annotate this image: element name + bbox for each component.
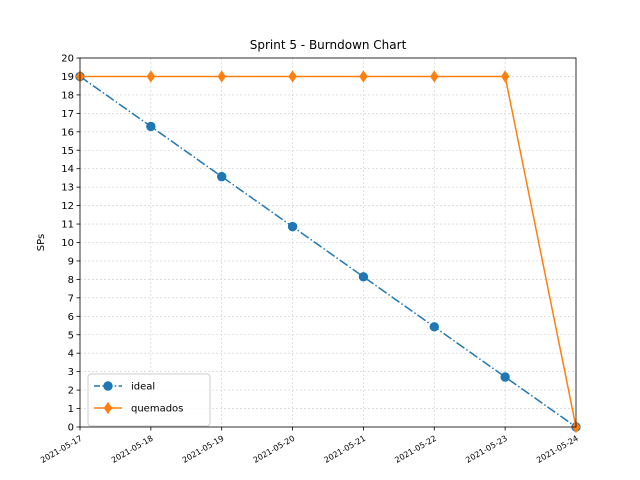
y-tick-label: 0	[68, 423, 74, 434]
data-point-ideal	[146, 121, 156, 132]
y-tick-label: 3	[68, 367, 74, 378]
y-tick-label: 9	[68, 256, 74, 267]
legend-box	[87, 373, 211, 427]
y-tick-label: 7	[68, 293, 74, 304]
y-tick-label: 5	[68, 330, 74, 341]
series-line-quemados	[80, 75, 577, 428]
y-tick-label: 10	[61, 238, 74, 249]
y-tick-label: 6	[68, 312, 74, 323]
y-axis-label: SPs	[36, 234, 47, 251]
data-point-quemados	[430, 70, 439, 83]
data-point-quemados	[146, 70, 156, 83]
y-tick-label: 4	[68, 349, 74, 360]
data-point-ideal	[287, 221, 298, 232]
series-line-ideal	[79, 75, 577, 428]
legend-marker-ideal	[103, 381, 113, 391]
y-tick-label: 1	[68, 404, 74, 415]
y-tick-label: 11	[61, 220, 74, 231]
legend-label-ideal: ideal	[131, 382, 155, 393]
y-tick-label: 13	[61, 183, 74, 194]
y-tick-label: 16	[61, 127, 74, 138]
legend-marker-quemados	[103, 401, 113, 415]
data-point-quemados	[359, 70, 368, 83]
data-point-ideal	[429, 322, 439, 332]
data-point-ideal	[500, 372, 510, 382]
data-point-quemados	[217, 70, 226, 83]
y-tick-label: 8	[68, 275, 74, 286]
legend-label-quemados: quemados	[131, 404, 183, 415]
y-tick-label: 17	[61, 109, 74, 120]
legend: ideal quemados	[87, 373, 211, 427]
data-point-ideal	[358, 272, 369, 282]
legend-entry-ideal: ideal	[94, 381, 155, 393]
y-tick-label: 18	[61, 90, 74, 101]
legend-entry-quemados: quemados	[94, 401, 183, 415]
y-tick-label: 19	[61, 72, 74, 83]
plot-frame	[79, 57, 577, 428]
y-tick-label: 12	[61, 201, 74, 212]
data-point-ideal	[217, 171, 227, 182]
y-tick-label: 15	[61, 146, 74, 157]
data-point-quemados	[288, 70, 297, 83]
y-tick-label: 2	[68, 386, 74, 397]
y-tick-label: 20	[61, 54, 74, 65]
data-point-quemados	[500, 70, 510, 83]
y-tick-label: 14	[61, 164, 74, 175]
chart-title: Sprint 5 - Burndown Chart	[250, 38, 407, 52]
